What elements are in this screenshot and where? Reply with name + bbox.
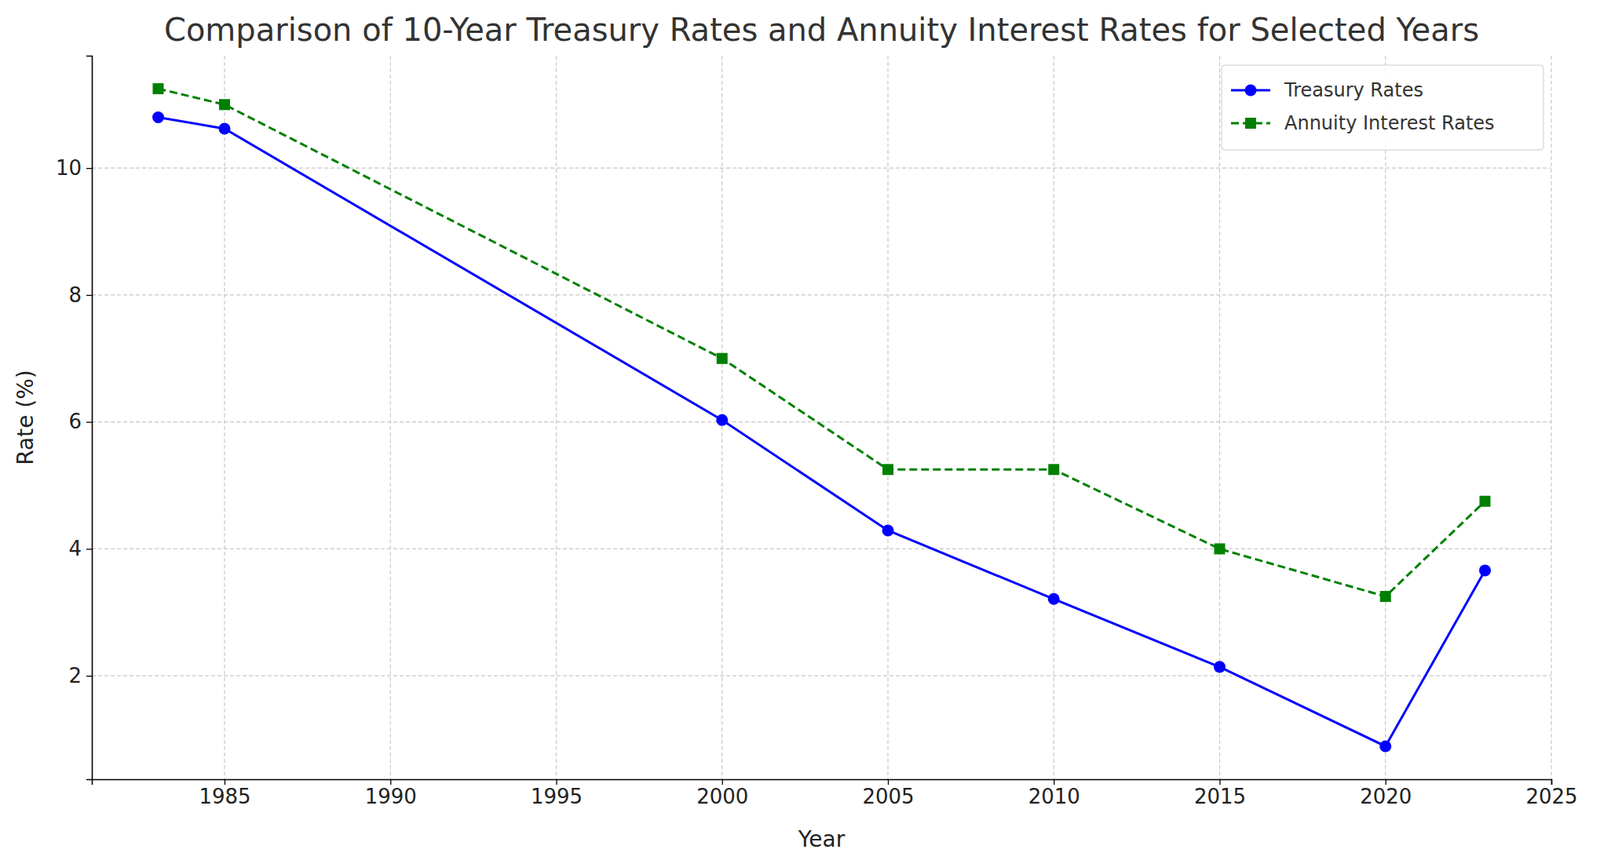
title: Comparison of 10-Year Treasury Rates and… (164, 11, 1480, 48)
tick-label: 2000 (696, 785, 749, 809)
x-axis-title: Year (797, 826, 846, 853)
data-point (1048, 593, 1060, 606)
tick: 2010 (1028, 779, 1081, 809)
y-grid-line (91, 294, 1552, 296)
data-point (882, 524, 895, 537)
legend-label: Treasury Rates (1283, 79, 1424, 102)
tick-label: 1995 (530, 785, 583, 809)
tick-label: 2 (68, 664, 82, 688)
x-grid-line (1053, 55, 1055, 780)
data-point (1048, 463, 1060, 475)
data-point (716, 353, 728, 365)
tick-mark (86, 295, 92, 296)
plot-area (152, 83, 1491, 753)
series-line (158, 116, 1486, 746)
legend-marker (1245, 84, 1257, 97)
tick-label: 2010 (1028, 785, 1081, 809)
tick: 8 (68, 283, 92, 307)
y-axis-title: Rate (%) (12, 369, 39, 466)
tick: 2000 (696, 779, 749, 809)
data-point (219, 98, 231, 110)
tick: 2015 (1194, 779, 1246, 809)
tick: 1985 (198, 779, 251, 809)
tick: 10 (55, 156, 92, 180)
tick-mark (86, 548, 92, 550)
x-grid-line (1550, 55, 1552, 780)
tick: 2025 (1525, 779, 1578, 809)
tick: 6 (68, 409, 92, 434)
tick: 4 (68, 536, 92, 561)
tick-label: 2005 (862, 785, 914, 809)
y-grid-line (91, 421, 1552, 423)
tick-mark (722, 779, 724, 786)
legend-frame (1221, 65, 1544, 150)
tick-label: 10 (55, 156, 82, 180)
legend-marker (1245, 117, 1257, 129)
tick-label: 6 (68, 409, 82, 434)
grid (91, 55, 1552, 780)
x-grid-line (390, 55, 391, 780)
tick-mark (1053, 779, 1055, 786)
y-axis: 2 4 6 8 10 (55, 56, 93, 781)
tick: 2005 (862, 779, 914, 809)
tick-mark (1385, 779, 1387, 786)
data-point (1380, 591, 1392, 603)
tick-mark (86, 168, 92, 169)
data-point (219, 123, 231, 136)
x-grid-line (223, 55, 225, 780)
tick: 1990 (365, 779, 417, 809)
tick-label: 8 (68, 283, 82, 307)
y-grid-line (91, 168, 1552, 169)
legend: Treasury Rates Annuity Interest Rates (1221, 65, 1544, 150)
tick-label: 2020 (1359, 785, 1412, 809)
tick-mark (224, 779, 226, 786)
tick: 2020 (1359, 779, 1412, 809)
x-grid-line (1384, 55, 1386, 780)
y-axis-line (86, 56, 93, 781)
data-point (152, 111, 165, 124)
data-point (715, 414, 728, 427)
data-point (1479, 564, 1491, 577)
tick-label: 1985 (198, 785, 251, 809)
tick-mark (1219, 779, 1221, 786)
y-grid-line (91, 548, 1552, 550)
tick: 2 (68, 664, 92, 688)
tick: 1995 (530, 779, 583, 809)
data-point (882, 463, 894, 475)
x-axis: 1985 1990 1995 2000 2005 2010 2015 2020 2025 (92, 779, 1579, 809)
legend-label: Annuity Interest Rates (1284, 112, 1495, 135)
tick-label: 2025 (1525, 785, 1578, 809)
tick-label: 4 (68, 536, 82, 561)
x-grid-line (555, 55, 557, 780)
data-point (1479, 496, 1491, 508)
data-point (1379, 740, 1392, 753)
data-point (1214, 543, 1226, 555)
chart: 1985 1990 1995 2000 2005 2010 2015 2020 2025 2 4 6 8… (0, 0, 1600, 864)
x-grid-line (887, 55, 888, 780)
tick-mark (390, 779, 391, 786)
x-axis-line (92, 780, 1553, 786)
data-point (153, 83, 165, 95)
tick-mark (1551, 779, 1553, 786)
tick-mark (555, 779, 557, 786)
tick-mark (86, 675, 92, 677)
tick-mark (887, 779, 889, 786)
tick-label: 1990 (365, 785, 417, 809)
data-point (1213, 661, 1226, 673)
tick-mark (86, 422, 92, 424)
series-line (158, 88, 1486, 597)
tick-label: 2015 (1194, 785, 1246, 809)
y-grid-line (91, 675, 1552, 677)
